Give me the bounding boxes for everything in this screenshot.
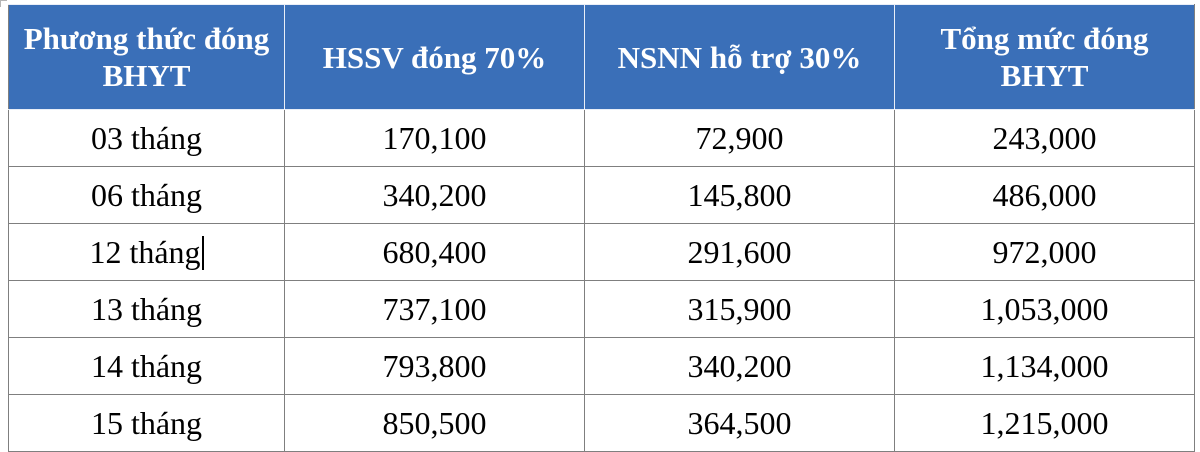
cell-total[interactable]: 1,134,000 [894,337,1195,395]
text-cursor [201,235,204,270]
cell-state-support[interactable]: 145,800 [584,166,895,224]
cell-total[interactable]: 972,000 [894,223,1195,281]
cell-total[interactable]: 486,000 [894,166,1195,224]
cell-student-share[interactable]: 170,100 [284,109,585,167]
bhyt-table-container: Phương thức đóng BHYT HSSV đóng 70% NSNN… [8,4,1195,452]
header-payment-method: Phương thức đóng BHYT [8,4,285,110]
cell-student-share[interactable]: 850,500 [284,394,585,452]
header-row: Phương thức đóng BHYT HSSV đóng 70% NSNN… [8,4,1195,110]
cell-period[interactable]: 15 tháng [8,394,285,452]
document-corner-mark [0,0,7,7]
cell-period[interactable]: 06 tháng [8,166,285,224]
table-row: 14 tháng 793,800 340,200 1,134,000 [8,337,1195,395]
table-row: 13 tháng 737,100 315,900 1,053,000 [8,280,1195,338]
cell-period[interactable]: 14 tháng [8,337,285,395]
table-body: 03 tháng 170,100 72,900 243,000 06 tháng… [8,109,1195,452]
cell-student-share[interactable]: 737,100 [284,280,585,338]
cell-state-support[interactable]: 315,900 [584,280,895,338]
cell-total[interactable]: 243,000 [894,109,1195,167]
cell-state-support[interactable]: 291,600 [584,223,895,281]
cell-student-share[interactable]: 340,200 [284,166,585,224]
table-row: 12 tháng 680,400 291,600 972,000 [8,223,1195,281]
cell-state-support[interactable]: 364,500 [584,394,895,452]
header-student-share: HSSV đóng 70% [284,4,585,110]
cell-state-support[interactable]: 340,200 [584,337,895,395]
cell-period-active[interactable]: 12 tháng [8,223,285,281]
cell-period[interactable]: 13 tháng [8,280,285,338]
cell-period-text: 12 tháng [89,233,201,270]
table-row: 15 tháng 850,500 364,500 1,215,000 [8,394,1195,452]
table-header: Phương thức đóng BHYT HSSV đóng 70% NSNN… [8,4,1195,110]
table-row: 06 tháng 340,200 145,800 486,000 [8,166,1195,224]
cell-student-share[interactable]: 680,400 [284,223,585,281]
header-total-contribution: Tổng mức đóng BHYT [894,4,1195,110]
cell-total[interactable]: 1,215,000 [894,394,1195,452]
cell-period[interactable]: 03 tháng [8,109,285,167]
cell-total[interactable]: 1,053,000 [894,280,1195,338]
header-state-support: NSNN hỗ trợ 30% [584,4,895,110]
cell-state-support[interactable]: 72,900 [584,109,895,167]
bhyt-payment-table: Phương thức đóng BHYT HSSV đóng 70% NSNN… [8,4,1195,452]
cell-student-share[interactable]: 793,800 [284,337,585,395]
table-row: 03 tháng 170,100 72,900 243,000 [8,109,1195,167]
